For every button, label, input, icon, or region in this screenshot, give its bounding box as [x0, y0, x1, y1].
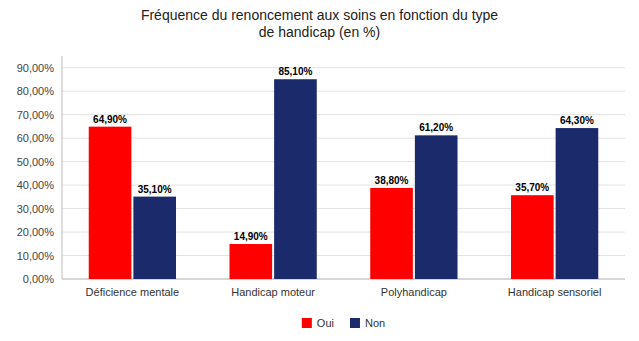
grid-line [62, 161, 625, 162]
title-line: de handicap (en %) [259, 24, 380, 40]
x-tick-label: Polyhandicap [381, 286, 447, 298]
y-tick-label: 70,00% [17, 109, 55, 121]
data-label: 14,90% [234, 231, 268, 242]
x-tick-label: Handicap moteur [231, 286, 315, 298]
y-tick-label: 0,00% [23, 273, 54, 285]
chart: Fréquence du renoncement aux soins en fo… [0, 0, 639, 341]
legend-label: Oui [317, 317, 334, 329]
title: Fréquence du renoncement aux soins en fo… [141, 7, 498, 40]
data-labels: 64,90% 14,90% 38,80% 35,70% 35,10% 85,10% 61,2… [93, 66, 594, 242]
y-tick-label: 10,00% [17, 250, 55, 262]
x-tick-label: Handicap sensoriel [508, 286, 602, 298]
legend-label: Non [365, 317, 385, 329]
legend-swatch [350, 318, 360, 328]
grid-line [62, 138, 625, 139]
legend: Oui Non [302, 317, 385, 329]
grid-line [62, 91, 625, 92]
bars [89, 79, 599, 279]
bar [556, 128, 599, 279]
y-axis-line [62, 56, 63, 279]
title-line: Fréquence du renoncement aux soins en fo… [141, 7, 498, 23]
y-tick-label: 20,00% [17, 226, 55, 238]
y-tick-label: 50,00% [17, 156, 55, 168]
bar [370, 188, 413, 279]
data-label: 35,70% [515, 182, 549, 193]
bar [229, 244, 272, 279]
data-label: 61,20% [419, 122, 453, 133]
bar [274, 79, 317, 279]
x-tick-label: Déficience mentale [86, 286, 180, 298]
bar [89, 127, 132, 279]
y-tick-label: 60,00% [17, 132, 55, 144]
y-tick-label: 40,00% [17, 179, 55, 191]
data-label: 35,10% [138, 184, 172, 195]
data-label: 64,30% [560, 115, 594, 126]
grid [62, 68, 625, 279]
grid-line [62, 67, 625, 68]
y-tick-label: 90,00% [17, 62, 55, 74]
bar [415, 135, 458, 279]
legend-swatch [302, 318, 312, 328]
data-label: 38,80% [375, 175, 409, 186]
y-tick-label: 30,00% [17, 203, 55, 215]
grid-line [62, 114, 625, 115]
data-label: 85,10% [278, 66, 312, 77]
bar [511, 195, 554, 279]
data-label: 64,90% [93, 114, 127, 125]
y-tick-label: 80,00% [17, 85, 55, 97]
bar [133, 197, 176, 279]
